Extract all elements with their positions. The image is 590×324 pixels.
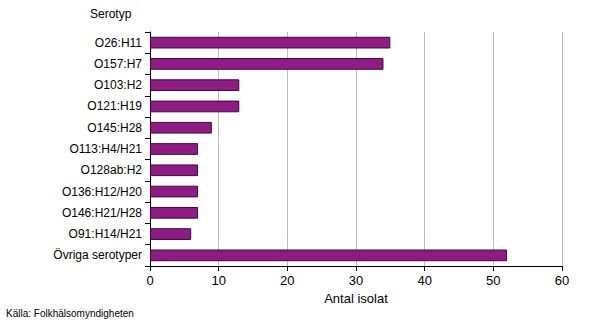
svg-text:O136:H12/H20: O136:H12/H20 bbox=[62, 185, 142, 199]
svg-text:Övriga serotyper: Övriga serotyper bbox=[53, 248, 142, 262]
svg-text:20: 20 bbox=[280, 273, 294, 288]
svg-text:40: 40 bbox=[417, 273, 431, 288]
svg-text:O91:H14/H21: O91:H14/H21 bbox=[69, 227, 143, 241]
svg-text:O145:H28: O145:H28 bbox=[87, 121, 142, 135]
svg-text:O121:H19: O121:H19 bbox=[87, 99, 142, 113]
svg-text:10: 10 bbox=[211, 273, 225, 288]
svg-text:30: 30 bbox=[349, 273, 363, 288]
svg-text:O113:H4/H21: O113:H4/H21 bbox=[70, 142, 143, 156]
svg-text:0: 0 bbox=[146, 273, 153, 288]
svg-text:60: 60 bbox=[555, 273, 569, 288]
svg-text:O157:H7: O157:H7 bbox=[94, 57, 142, 71]
svg-text:O103:H2: O103:H2 bbox=[94, 78, 142, 92]
svg-text:O146:H21/H28: O146:H21/H28 bbox=[62, 206, 142, 220]
svg-text:Serotyp: Serotyp bbox=[90, 7, 132, 21]
svg-text:Antal isolat: Antal isolat bbox=[324, 291, 388, 306]
svg-text:Källa: Folkhälsomyndigheten: Källa: Folkhälsomyndigheten bbox=[6, 308, 134, 319]
svg-text:50: 50 bbox=[486, 273, 500, 288]
svg-text:O128ab:H2: O128ab:H2 bbox=[81, 163, 143, 177]
svg-text:O26:H11: O26:H11 bbox=[95, 36, 142, 50]
